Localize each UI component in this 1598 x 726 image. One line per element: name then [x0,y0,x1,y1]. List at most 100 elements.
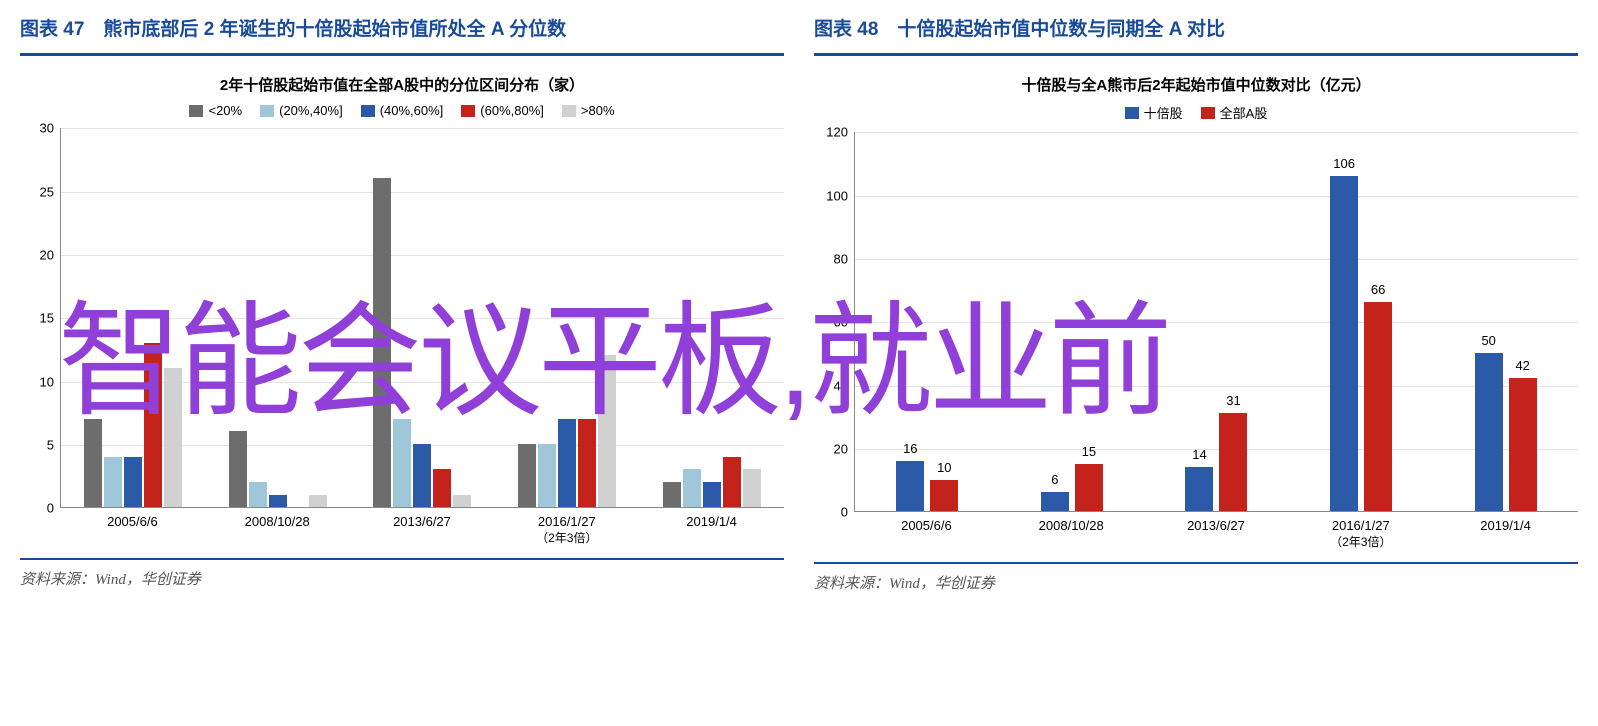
bar [84,419,102,508]
bar-group: 6 15 [1000,464,1145,512]
x-label: 2008/10/28 [205,508,350,546]
left-plot [60,128,784,508]
bar [229,431,247,507]
bar [723,457,741,508]
bar: 16 [896,461,924,512]
right-x-labels: 2005/6/62008/10/282013/6/272016/1/27（2年3… [854,512,1578,550]
left-source: 资料来源：Wind，华创证券 [20,568,784,589]
bar: 42 [1509,378,1537,511]
left-y-axis: 051015202530 [20,128,60,508]
right-chart-area: 020406080100120 16106151431106665042 [814,132,1578,512]
legend-item: >80% [562,103,615,118]
bar-group: 1431 [1144,413,1289,511]
x-label-sub: （2年3倍） [1288,533,1433,550]
left-subtitle: 2年十倍股起始市值在全部A股中的分位区间分布（家） [20,74,784,95]
bar: 14 [1185,467,1213,511]
left-rule [20,53,784,56]
bar-group [639,457,784,508]
right-chart-title: 图表 48 十倍股起始市值中位数与同期全 A 对比 [814,15,1578,45]
bar [309,495,327,508]
y-tick: 25 [40,184,54,199]
x-label-text: 2013/6/27 [1144,518,1289,533]
right-rule [814,53,1578,56]
left-chart-title: 图表 47 熊市底部后 2 年诞生的十倍股起始市值所处全 A 分位数 [20,15,784,45]
left-panel: 图表 47 熊市底部后 2 年诞生的十倍股起始市值所处全 A 分位数 2年十倍股… [20,15,784,593]
bar [703,482,721,507]
bar [663,482,681,507]
legend-item: 十倍股 [1125,103,1183,122]
x-label-sub: （2年3倍） [494,529,639,546]
legend-label: >80% [581,103,615,118]
x-label: 2016/1/27（2年3倍） [494,508,639,546]
bar [393,419,411,508]
y-tick: 0 [841,505,848,520]
right-source: 资料来源：Wind，华创证券 [814,572,1578,593]
bar-value-label: 6 [1051,472,1058,487]
legend-swatch [260,105,274,117]
bar: 10 [930,480,958,512]
bar-value-label: 31 [1226,393,1240,408]
x-label: 2016/1/27（2年3倍） [1288,512,1433,550]
bar [164,368,182,507]
y-tick: 15 [40,311,54,326]
bar-group: 5042 [1433,353,1578,511]
bar-group [61,343,206,508]
bar-value-label: 16 [903,441,917,456]
bar-value-label: 15 [1082,444,1096,459]
bar [683,469,701,507]
left-chart-area: 051015202530 [20,128,784,508]
grid-line [855,132,1578,133]
bar-value-label: 10 [937,460,951,475]
bar: 66 [1364,302,1392,511]
bar: 15 [1075,464,1103,512]
bar-group: 1610 [855,461,1000,512]
left-x-labels: 2005/6/62008/10/282013/6/272016/1/27（2年3… [60,508,784,546]
bar [598,355,616,507]
legend-swatch [461,105,475,117]
right-subtitle: 十倍股与全A熊市后2年起始市值中位数对比（亿元） [814,74,1578,95]
legend-label: 十倍股 [1144,103,1183,122]
right-legend: 十倍股全部A股 [814,103,1578,122]
x-label: 2019/1/4 [1433,512,1578,550]
grid-line [855,196,1578,197]
bar [578,419,596,508]
bar-value-label: 42 [1515,358,1529,373]
bar-group [495,355,640,507]
legend-label: (40%,60%] [380,103,444,118]
right-plot: 16106151431106665042 [854,132,1578,512]
grid-line [855,322,1578,323]
right-panel: 图表 48 十倍股起始市值中位数与同期全 A 对比 十倍股与全A熊市后2年起始市… [814,15,1578,593]
legend-label: (20%,40%] [279,103,343,118]
x-label-text: 2008/10/28 [999,518,1144,533]
x-label: 2008/10/28 [999,512,1144,550]
bar [373,178,391,507]
legend-item: (60%,80%] [461,103,544,118]
bar [558,419,576,508]
charts-container: 图表 47 熊市底部后 2 年诞生的十倍股起始市值所处全 A 分位数 2年十倍股… [20,15,1578,593]
bar [743,469,761,507]
legend-swatch [189,105,203,117]
y-tick: 10 [40,374,54,389]
legend-item: <20% [189,103,242,118]
x-label-text: 2016/1/27 [1288,518,1433,533]
bar [538,444,556,507]
x-label-text: 2005/6/6 [854,518,999,533]
left-legend: <20% (20%,40%] (40%,60%] (60%,80%] >80% [20,103,784,118]
bar: 31 [1219,413,1247,511]
x-label-text: 2019/1/4 [1433,518,1578,533]
bar-value-label: 50 [1481,333,1495,348]
legend-item: (20%,40%] [260,103,343,118]
y-tick: 80 [834,252,848,267]
legend-swatch [361,105,375,117]
bar [453,495,471,508]
x-label: 2013/6/27 [1144,512,1289,550]
y-tick: 20 [40,248,54,263]
x-label-text: 2016/1/27 [494,514,639,529]
legend-item: 全部A股 [1201,103,1268,122]
bar-group: 10666 [1289,176,1434,512]
x-label: 2019/1/4 [639,508,784,546]
bar-value-label: 14 [1192,447,1206,462]
grid-line [61,128,784,129]
y-tick: 60 [834,315,848,330]
x-label-text: 2019/1/4 [639,514,784,529]
